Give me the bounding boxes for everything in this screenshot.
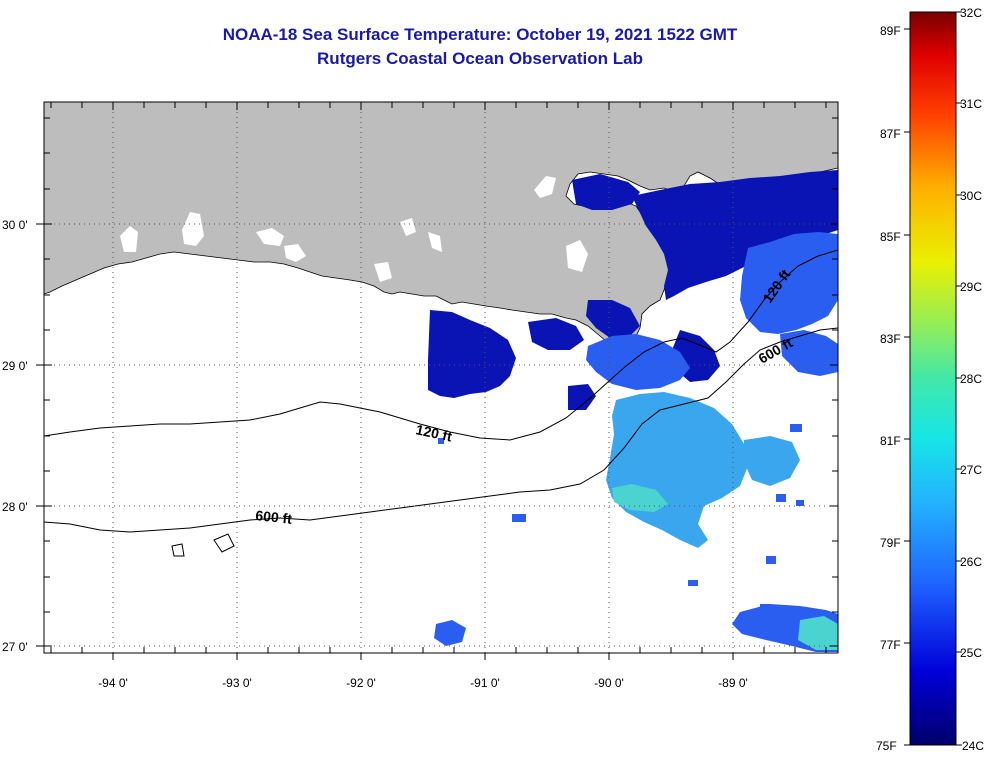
colorbar-f-label: 83F (880, 332, 901, 346)
land-mass (44, 102, 838, 349)
isobath-600ft-line (44, 327, 838, 533)
lake-patch (534, 176, 556, 198)
lake-patch (400, 218, 416, 236)
lake-patch (428, 232, 442, 252)
sst-mid-water (434, 232, 838, 652)
colorbar-c-label: 24C (962, 739, 984, 753)
lake-patch (182, 212, 204, 246)
colorbar-c-label: 28C (960, 372, 982, 386)
lake-patch (566, 240, 588, 272)
sst-cold-water (428, 170, 838, 410)
sst-scatter (438, 360, 832, 612)
colorbar-c-label: 26C (960, 555, 982, 569)
colorbar-c-label: 32C (960, 6, 982, 20)
colorbar-c-label: 25C (960, 646, 982, 660)
map-frame (43, 101, 839, 654)
colorbar-f-label: 77F (880, 638, 901, 652)
graticule (44, 102, 838, 653)
lake-patch (284, 244, 306, 262)
colorbar-f-label: 89F (880, 24, 901, 38)
map-subtitle: Rutgers Coastal Ocean Observation Lab (317, 49, 643, 68)
y-tick-label: 30 0' (2, 218, 28, 232)
isobath-600ft-island (213, 533, 235, 553)
colorbar-c-label: 30C (960, 189, 982, 203)
frame-ticks (36, 102, 838, 660)
isobath-120ft-label: 120 ft (414, 421, 453, 444)
colorbar-c-label: 27C (960, 463, 982, 477)
colorbar-f-label: 81F (880, 434, 901, 448)
colorbar-c-label: 31C (960, 97, 982, 111)
colorbar-ticks (904, 11, 962, 746)
sst-warmest-water (612, 484, 838, 650)
isobath-600ft-label: 600 ft (255, 507, 293, 527)
x-tick-label: -89 0' (718, 676, 748, 690)
x-tick-label: -90 0' (594, 676, 624, 690)
colorbar-f-label: 75F (876, 739, 897, 753)
colorbar (909, 11, 957, 746)
x-tick-label: -92 0' (346, 676, 376, 690)
y-tick-label: 27 0' (2, 640, 28, 654)
colorbar-f-label: 79F (880, 536, 901, 550)
x-tick-label: -94 0' (98, 676, 128, 690)
colorbar-f-label: 87F (880, 127, 901, 141)
x-tick-label: -91 0' (470, 676, 500, 690)
y-tick-label: 28 0' (2, 500, 28, 514)
isobath-600ft-island (171, 543, 185, 557)
isobath-120ft-line (44, 249, 838, 441)
y-tick-label: 29 0' (2, 359, 28, 373)
lake-patch (374, 262, 392, 282)
x-tick-label: -93 0' (222, 676, 252, 690)
map-title: NOAA-18 Sea Surface Temperature: October… (222, 25, 738, 44)
colorbar-f-label: 85F (880, 230, 901, 244)
lake-patch (256, 228, 284, 246)
lake-patch (120, 226, 138, 252)
colorbar-c-label: 29C (960, 280, 982, 294)
